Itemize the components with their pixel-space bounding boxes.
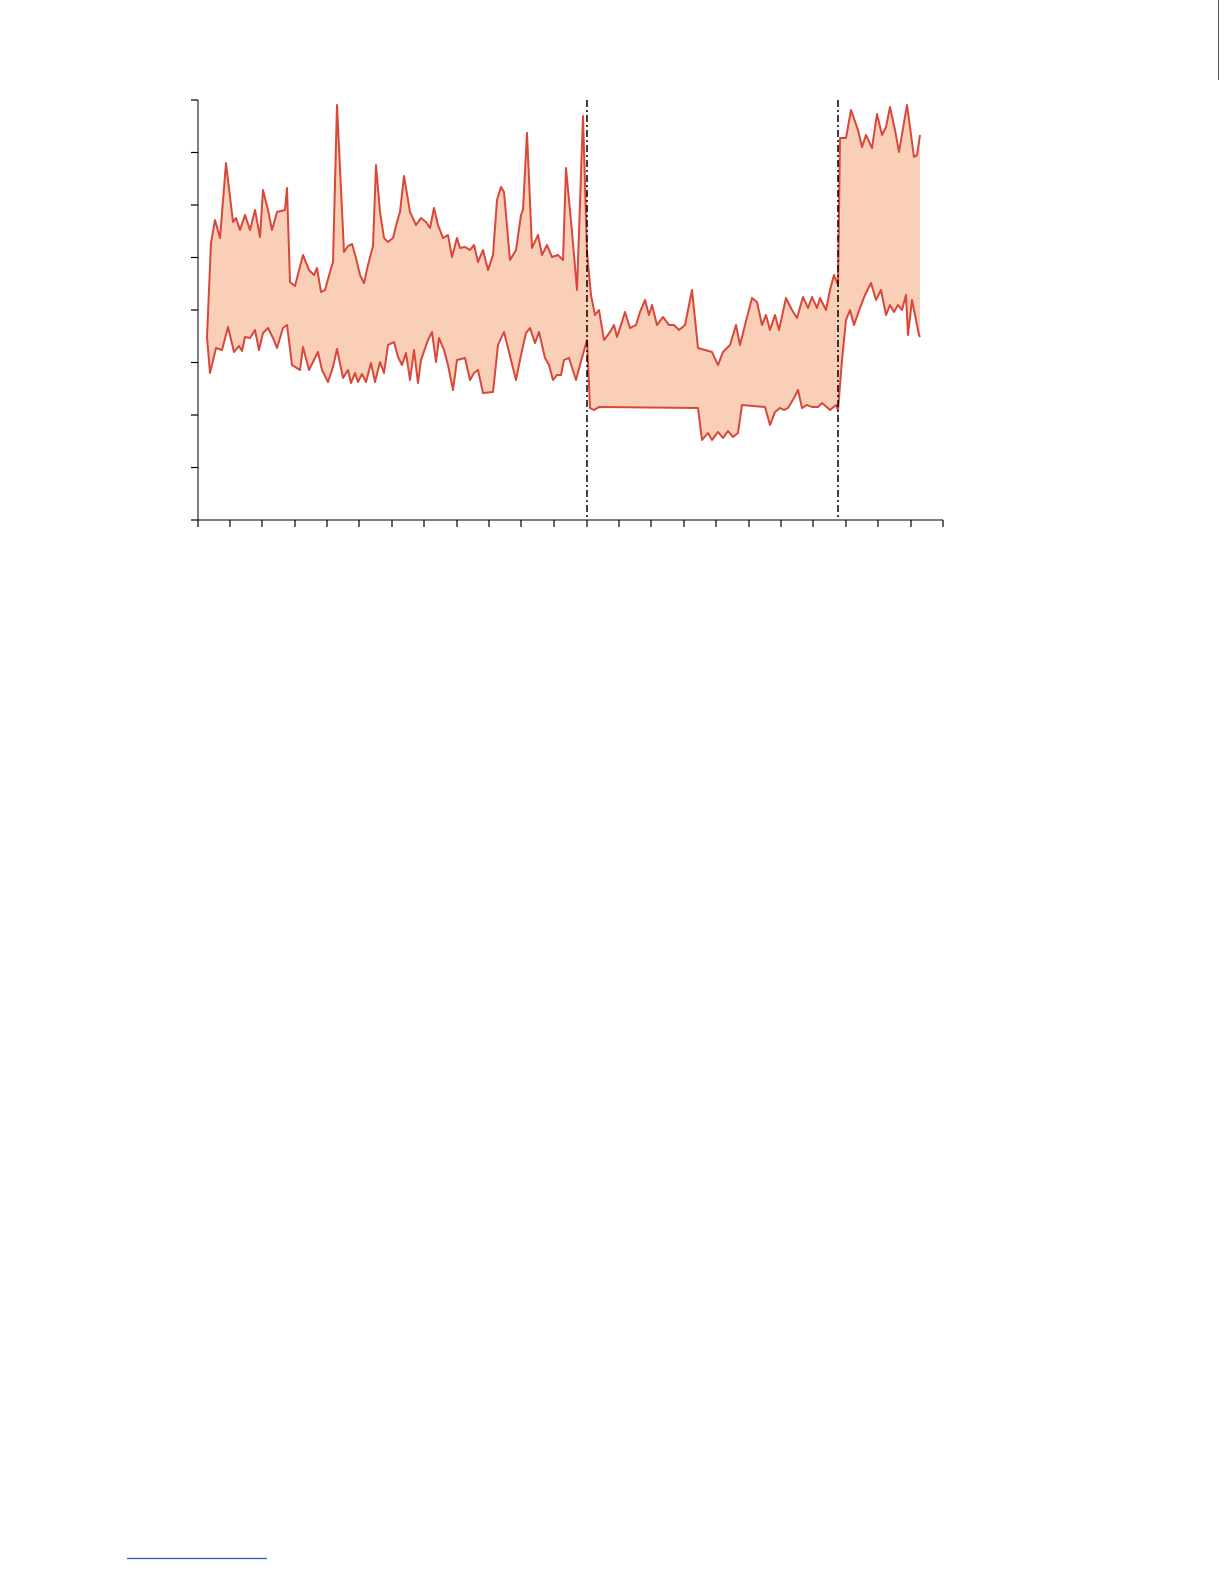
band-edge-line <box>206 104 921 366</box>
band-fill <box>207 105 920 440</box>
band-edge-line <box>206 282 921 441</box>
plot-area <box>191 99 944 527</box>
